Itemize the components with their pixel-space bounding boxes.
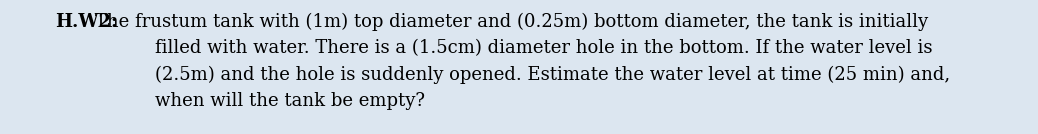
Text: filled with water. There is a (1.5cm) diameter hole in the bottom. If the water : filled with water. There is a (1.5cm) di…	[155, 40, 932, 57]
Text: when will the tank be empty?: when will the tank be empty?	[155, 92, 425, 111]
Text: H.W2:: H.W2:	[55, 13, 117, 31]
Text: (2.5m) and the hole is suddenly opened. Estimate the water level at time (25 min: (2.5m) and the hole is suddenly opened. …	[155, 66, 950, 84]
Text: The frustum tank with (1m) top diameter and (0.25m) bottom diameter, the tank is: The frustum tank with (1m) top diameter …	[95, 13, 928, 31]
